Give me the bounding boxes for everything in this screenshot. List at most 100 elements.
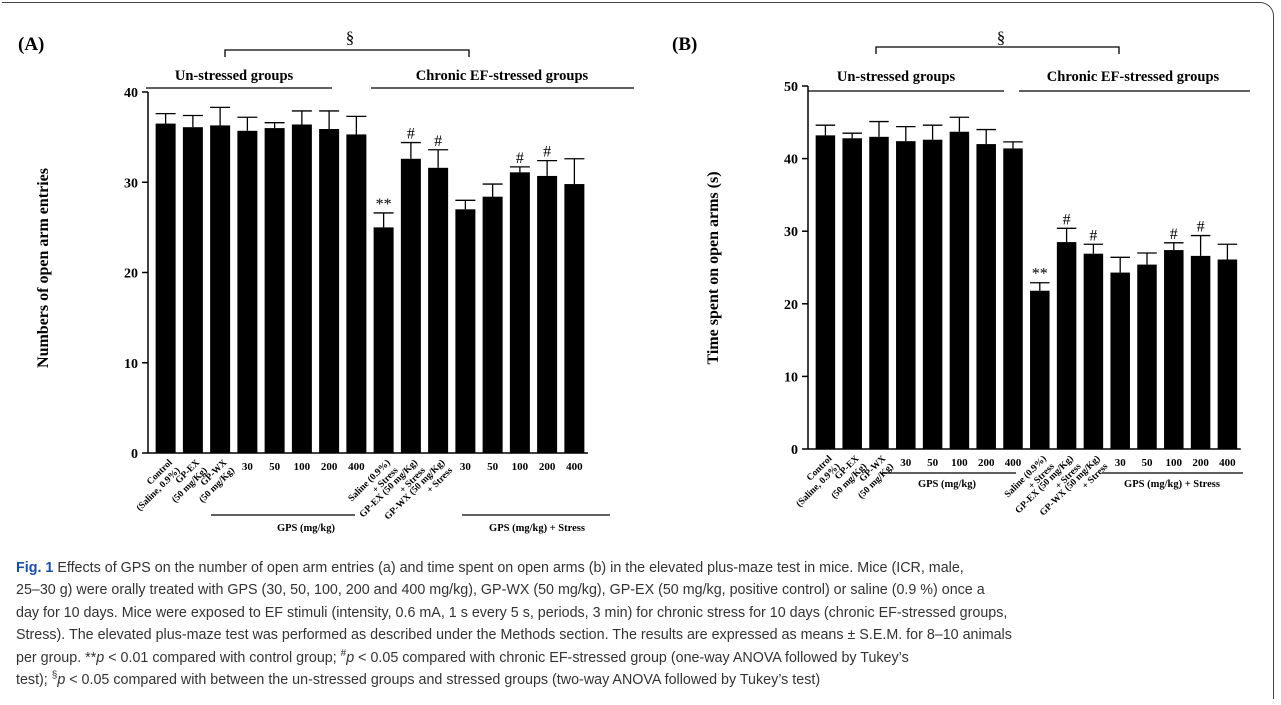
bar — [400, 158, 421, 453]
y-tick-label: 40 — [784, 153, 798, 168]
bar — [264, 128, 285, 453]
section-mark-b: § — [997, 28, 1006, 47]
group-title-stressed-b: Chronic EF-stressed groups — [1047, 69, 1220, 85]
x-tick-label: 30 — [242, 461, 254, 473]
y-tick-label: 30 — [124, 176, 138, 191]
x-tick-label: 100 — [512, 461, 529, 473]
group-title-unstressed-a: Un-stressed groups — [175, 68, 294, 84]
bar — [1190, 255, 1211, 449]
significance-mark: ** — [1032, 266, 1048, 283]
x-tick-label: 400 — [1005, 457, 1022, 469]
significance-mark: # — [407, 126, 415, 143]
bar — [1030, 290, 1050, 449]
y-tick-label: 40 — [124, 86, 138, 101]
bar — [1056, 242, 1077, 449]
caption-line-2: 25–30 g) were orally treated with GPS (3… — [16, 582, 985, 599]
caption-line-5: per group. **p < 0.01 compared with cont… — [16, 647, 909, 666]
bar — [210, 125, 231, 453]
group-title-stressed-a: Chronic EF-stressed groups — [416, 68, 589, 84]
x-tick-label: 100 — [1166, 457, 1183, 469]
x-tick-label: 400 — [566, 461, 583, 473]
x-tick-label: 30 — [900, 457, 912, 469]
y-tick-label: 0 — [791, 443, 798, 458]
bar — [319, 129, 340, 453]
caption-line-6: test); §p < 0.05 compared with between t… — [16, 670, 821, 689]
significance-mark: # — [1089, 227, 1097, 244]
gps-stress-axis-label-a: GPS (mg/kg) + Stress — [489, 523, 585, 534]
x-tick-label: 200 — [1192, 457, 1209, 469]
bar — [182, 127, 203, 453]
significance-mark: # — [434, 133, 442, 150]
bar — [1083, 253, 1104, 449]
x-tick-label: 50 — [269, 461, 281, 473]
group-title-unstressed-b: Un-stressed groups — [837, 69, 956, 85]
bar — [869, 136, 889, 449]
significance-mark: # — [516, 150, 524, 167]
bar — [537, 175, 558, 453]
bar — [509, 172, 530, 453]
bar — [291, 124, 312, 454]
section-mark-a: § — [346, 28, 355, 47]
panel-label-b: (B) — [672, 34, 697, 55]
figure-caption: Fig. 1 Effects of GPS on the number of o… — [16, 557, 1266, 691]
significance-mark: # — [1170, 226, 1178, 243]
y-tick-label: 10 — [124, 357, 138, 372]
bar — [842, 138, 862, 449]
gps-axis-label-b: GPS (mg/kg) — [918, 479, 977, 490]
bar — [1110, 272, 1130, 449]
bar — [455, 209, 476, 453]
x-tick-label: 400 — [1219, 457, 1236, 469]
caption-label: Fig. 1 — [16, 560, 54, 576]
bar — [949, 131, 970, 449]
bar — [346, 134, 367, 454]
y-tick-label: 20 — [784, 298, 798, 313]
x-tick-label: 50 — [927, 457, 939, 469]
x-tick-label: 30 — [1115, 457, 1127, 469]
bar — [976, 144, 996, 449]
bar — [428, 167, 449, 453]
x-tick-label: 50 — [487, 461, 499, 473]
y-axis-label-a: Numbers of open arm entries — [35, 168, 52, 368]
x-tick-label: 100 — [951, 457, 968, 469]
bar — [1003, 148, 1023, 449]
panel-label-a: (A) — [18, 34, 44, 55]
x-tick-label: 100 — [294, 461, 311, 473]
significance-bracket — [875, 46, 1120, 54]
x-tick-label: 200 — [539, 461, 556, 473]
caption-line-4: Stress). The elevated plus-maze test was… — [16, 627, 1012, 644]
bar — [564, 184, 585, 453]
y-tick-label: 20 — [124, 267, 138, 282]
panel-b: (B) § Un-stressed groups Chronic EF-stre… — [672, 28, 1250, 518]
figure-panels: (A) § Un-stressed groups Chronic EF-stre… — [18, 28, 1250, 534]
bar — [237, 130, 258, 453]
bar — [922, 139, 943, 449]
caption-line-1: Fig. 1 Effects of GPS on the number of o… — [16, 560, 964, 576]
bar — [1164, 250, 1184, 449]
x-tick-label-group: Control(Saline, 0.9%) — [134, 458, 182, 514]
gps-axis-label-a: GPS (mg/kg) — [277, 523, 336, 534]
bar — [482, 196, 503, 453]
y-axis-label-b: Time spent on open arms (s) — [705, 171, 722, 364]
x-tick-label: 50 — [1142, 457, 1154, 469]
x-tick-label: 30 — [460, 461, 472, 473]
bar — [1137, 264, 1157, 449]
significance-mark: # — [1063, 211, 1071, 228]
x-tick-label: 400 — [348, 461, 365, 473]
panel-a: (A) § Un-stressed groups Chronic EF-stre… — [18, 28, 634, 534]
bar — [155, 123, 176, 454]
significance-mark: # — [543, 144, 551, 161]
significance-mark: ** — [376, 196, 392, 213]
y-tick-label: 30 — [784, 225, 798, 240]
bar — [896, 141, 916, 449]
significance-bracket — [224, 49, 470, 57]
significance-mark: # — [1197, 219, 1205, 236]
caption-line-3: day for 10 days. Mice were exposed to EF… — [16, 604, 1008, 621]
bar — [815, 135, 836, 450]
y-tick-label: 0 — [131, 447, 138, 462]
x-tick-label: 200 — [321, 461, 338, 473]
gps-stress-axis-label-b: GPS (mg/kg) + Stress — [1124, 479, 1220, 490]
y-tick-label: 10 — [784, 370, 798, 385]
